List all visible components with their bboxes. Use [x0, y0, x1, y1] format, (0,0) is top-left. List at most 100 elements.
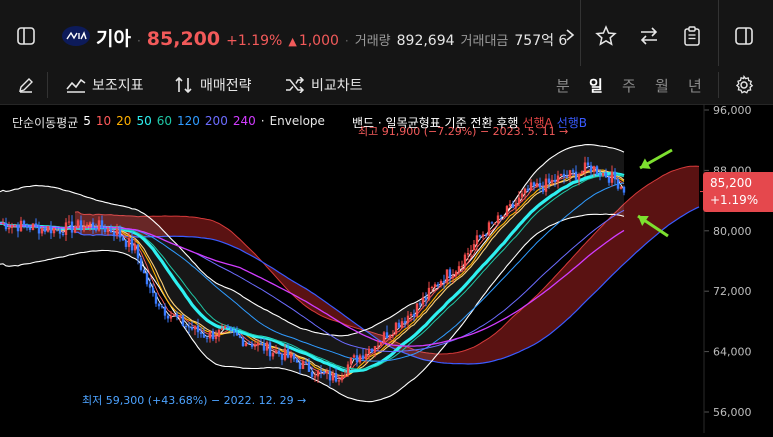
- star-icon[interactable]: [594, 24, 618, 48]
- candle-body: [439, 281, 443, 286]
- candle-body: [601, 172, 605, 176]
- candle-body: [124, 240, 128, 247]
- sidebar-toggle-icon[interactable]: [14, 24, 38, 48]
- highlight-arrow-head: [638, 216, 649, 226]
- candle-body: [166, 315, 170, 319]
- candle-body: [511, 204, 515, 208]
- candle-body: [226, 326, 230, 329]
- candle-body: [175, 314, 179, 318]
- candle-body: [259, 342, 263, 344]
- candle-body: [430, 286, 434, 288]
- candle-body: [607, 177, 611, 183]
- candle-body: [373, 346, 377, 353]
- candle-body: [427, 287, 431, 300]
- candle-body: [121, 237, 125, 241]
- candle-body: [580, 171, 584, 174]
- period-day[interactable]: 일: [589, 77, 603, 95]
- envelope-legend: Envelope: [269, 114, 325, 128]
- candle-body: [544, 178, 548, 192]
- price-tag-value: 85,200: [710, 176, 752, 190]
- candle-body: [490, 222, 494, 224]
- clipboard-icon[interactable]: [680, 24, 704, 48]
- candle-body: [148, 284, 152, 288]
- candle-body: [613, 171, 617, 180]
- candle-body: [106, 228, 110, 233]
- candle-body: [328, 370, 332, 381]
- candle-body: [64, 222, 68, 235]
- indicator-label: 보조지표: [92, 78, 144, 94]
- candle-body: [172, 314, 176, 316]
- strategy-button[interactable]: 매매전략: [174, 74, 252, 96]
- candle-body: [268, 342, 272, 357]
- ma-period-20: 20: [116, 114, 132, 128]
- period-month[interactable]: 월: [655, 77, 669, 95]
- overlay-legend[interactable]: 밴드 · 일목균형표 기준 전환 후행 선행A 선행B: [352, 114, 587, 131]
- candle-body: [238, 335, 242, 338]
- candle-body: [418, 303, 422, 305]
- candle-body: [577, 173, 581, 180]
- candle-body: [220, 328, 224, 330]
- swap-icon[interactable]: [637, 24, 661, 48]
- candle-body: [178, 315, 182, 318]
- candle-body: [109, 228, 113, 233]
- candle-body: [610, 171, 614, 183]
- compare-button[interactable]: 비교차트: [285, 74, 363, 96]
- candle-body: [193, 325, 197, 330]
- candle-body: [211, 331, 215, 340]
- candle-body: [46, 226, 50, 232]
- candle-body: [43, 227, 47, 232]
- panel-toggle-icon[interactable]: [732, 24, 756, 48]
- period-week[interactable]: 주: [622, 77, 636, 95]
- candle-body: [256, 342, 260, 346]
- candle-body: [499, 215, 503, 217]
- period-minute[interactable]: 분: [556, 77, 570, 95]
- candle-body: [400, 321, 404, 328]
- candle-body: [58, 229, 62, 234]
- y-tick-label: 64,000: [713, 346, 752, 359]
- candle-body: [541, 187, 545, 192]
- candle-body: [442, 281, 446, 283]
- candle-body: [325, 370, 329, 374]
- candle-body: [559, 173, 563, 176]
- candle-body: [157, 303, 161, 307]
- ma-240-line: [0, 222, 625, 347]
- candle-body: [88, 222, 92, 225]
- period-year[interactable]: 년: [688, 77, 702, 95]
- candle-body: [397, 322, 401, 328]
- candle-body: [367, 348, 371, 354]
- candle-body: [589, 165, 593, 172]
- candle-body: [529, 182, 533, 191]
- stock-name[interactable]: 기아: [96, 28, 131, 50]
- candle-body: [484, 234, 488, 236]
- low-annotation: 최저 59,300 (+43.68%) − 2022. 12. 29 →: [82, 394, 306, 407]
- ma-legend-label: 단순이동평균: [12, 116, 79, 130]
- candle-body: [316, 370, 320, 377]
- candle-body: [160, 306, 164, 308]
- candle-body: [526, 188, 530, 191]
- strategy-icon: [175, 76, 192, 94]
- candle-body: [208, 331, 212, 339]
- change-percent: +1.19%: [226, 33, 283, 49]
- candle-body: [91, 222, 95, 229]
- header-bar: 기아 · 85,200 +1.19% ▲ 1,000 · 거래량 892,694…: [0, 0, 773, 67]
- candle-body: [382, 332, 386, 343]
- amount-value: 757억 6: [514, 33, 568, 49]
- candle-body: [595, 166, 599, 175]
- candle-body: [460, 266, 464, 268]
- candle-body: [82, 226, 86, 231]
- quote-summary: 기아 · 85,200 +1.19% ▲ 1,000 · 거래량 892,694…: [96, 24, 574, 51]
- pen-icon[interactable]: [14, 73, 38, 97]
- candle-body: [457, 266, 461, 272]
- chevron-right-icon[interactable]: [565, 27, 575, 46]
- indicator-button[interactable]: 보조지표: [66, 74, 144, 96]
- indicator-legend[interactable]: 단순이동평균 5 10 20 50 60 120 200 240 · Envelope: [12, 114, 325, 130]
- settings-gear-icon[interactable]: [732, 73, 756, 97]
- candle-body: [61, 233, 65, 235]
- candle-body: [292, 353, 296, 360]
- candle-body: [202, 333, 206, 338]
- candle-body: [40, 227, 44, 234]
- chart-area[interactable]: 96,000 88,000 80,000 72,000 64,000 56,000 최고 …: [0, 104, 773, 433]
- candle-body: [7, 227, 11, 230]
- highlight-arrow-head: [640, 158, 651, 169]
